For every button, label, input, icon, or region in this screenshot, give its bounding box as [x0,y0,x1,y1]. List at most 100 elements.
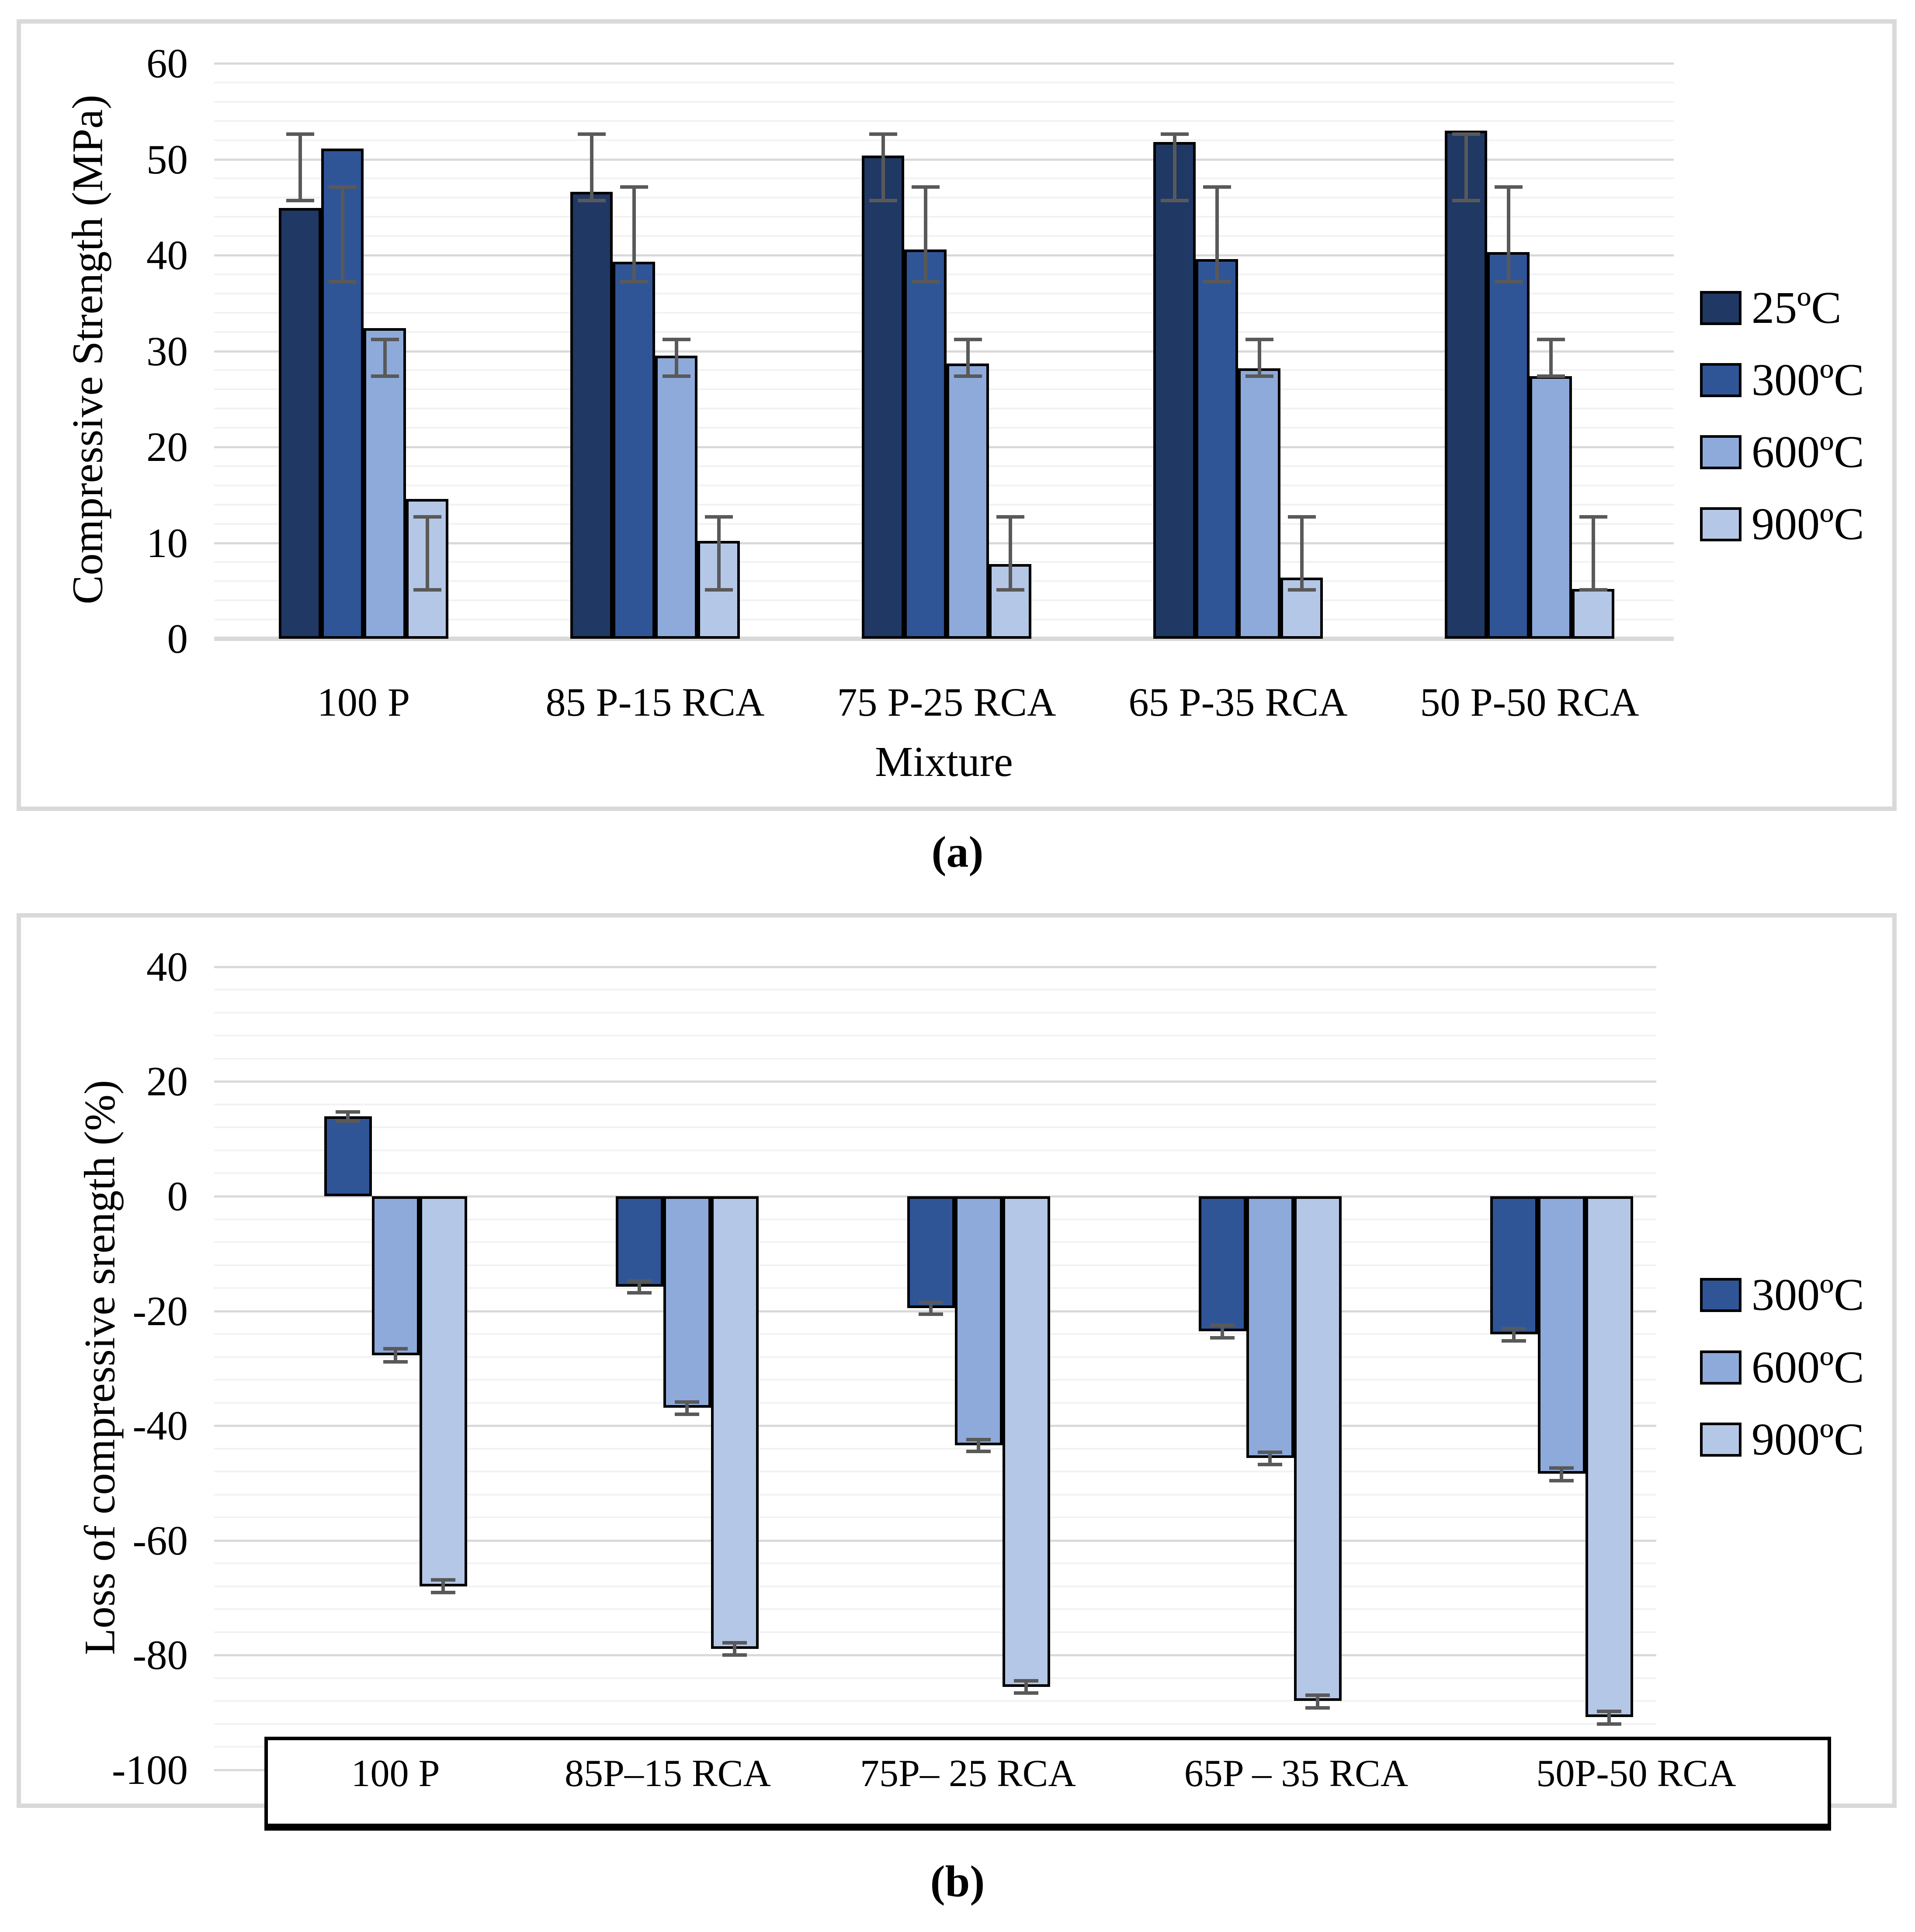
error-bar-line [1506,187,1510,282]
error-bar-cap-top [1597,1710,1621,1714]
error-bar-cap-bottom [662,374,690,378]
error-bar-line [1221,1325,1224,1338]
legend-label: 600ºC [1752,1342,1864,1392]
error-bar-cap-bottom [1245,374,1273,378]
error-bar-cap-bottom [1579,588,1607,592]
error-bar-line [632,187,636,282]
error-bar-line [1173,134,1176,201]
error-bar-line [881,134,885,201]
bar-600C [1537,1196,1585,1474]
error-bar-cap-bottom [954,374,982,378]
legend-swatch-600C [1700,1350,1742,1385]
x-category-label: 100 P [317,680,410,724]
error-bar-line [1591,517,1595,590]
legend-label: 900ºC [1752,1414,1864,1465]
error-bar-cap-top [328,185,357,189]
minor-gridline [214,1126,1656,1129]
error-bar-cap-bottom [1287,588,1316,592]
caption-b: (b) [930,1857,985,1906]
minor-gridline [214,1011,1656,1014]
minor-gridline [214,1562,1656,1565]
minor-gridline [214,1677,1656,1679]
error-bar-line [1607,1711,1611,1724]
minor-gridline [214,81,1674,83]
bar-300C [1196,259,1238,639]
error-bar-line [1024,1681,1028,1693]
error-bar-cap-bottom [722,1653,747,1657]
error-bar-cap-bottom [383,1360,408,1364]
error-bar-line [1008,517,1012,590]
bar-25C [279,208,321,639]
error-bar-cap-bottom [704,588,733,592]
legend-label: 900ºC [1752,499,1864,549]
bar-25C [1445,130,1487,639]
legend-label: 300ºC [1752,1270,1864,1320]
error-bar-line [717,517,721,590]
error-bar-line [1512,1329,1516,1341]
error-bar-cap-bottom [1537,374,1565,378]
bar-600C [954,1196,1003,1445]
error-bar-cap-bottom [371,374,399,378]
bar-25C [862,155,904,639]
minor-gridline [214,100,1674,103]
bar-600C [364,328,406,639]
error-bar-line [1215,187,1219,282]
y-tick-label: -80 [132,1632,188,1679]
bar-900C [419,1196,467,1586]
error-bar-cap-top [620,185,648,189]
error-bar-line [1257,339,1261,376]
error-bar-cap-top [1258,1450,1282,1454]
minor-gridline [214,1402,1656,1404]
error-bar-cap-top [371,338,399,342]
error-bar-line [1464,134,1468,201]
error-bar-cap-bottom [328,280,357,284]
error-bar-line [638,1281,641,1293]
error-bar-cap-top [336,1110,360,1114]
minor-gridline [214,120,1674,122]
legend-swatch-900C [1700,507,1742,541]
error-bar-line [1268,1452,1272,1465]
error-bar-cap-bottom [431,1591,455,1595]
caption-a: (a) [931,828,984,877]
error-bar-cap-top [1549,1466,1574,1470]
error-bar-cap-top [1502,1327,1526,1331]
minor-gridline [214,1517,1656,1519]
error-bar-cap-bottom [413,588,441,592]
error-bar-cap-bottom [911,280,940,284]
major-gridline [214,1080,1656,1083]
bar-600C [371,1196,420,1355]
minor-gridline [214,235,1674,237]
error-bar-cap-top [675,1400,699,1404]
error-bar-line [923,187,927,282]
bar-300C [907,1196,955,1309]
x-category-label: 65 P-35 RCA [1128,680,1348,724]
error-bar-cap-bottom [1203,280,1231,284]
error-bar-cap-top [966,1437,991,1441]
legend-swatch-600C [1700,435,1742,469]
minor-gridline [214,989,1656,991]
error-bar-line [1300,517,1304,590]
legend-label: 300ºC [1752,355,1864,405]
legend-swatch-300C [1700,1278,1742,1312]
minor-gridline [214,1447,1656,1450]
error-bar-cap-top [996,515,1024,519]
minor-gridline [214,1057,1656,1059]
bar-300C [1198,1196,1246,1331]
error-bar-cap-top [722,1641,747,1645]
bar-300C [613,262,655,639]
major-gridline [214,62,1674,65]
minor-gridline [214,1585,1656,1587]
error-bar-line [394,1349,397,1362]
error-bar-line [441,1580,445,1593]
error-bar-line [1316,1695,1319,1708]
x-category-label: 75 P-25 RCA [837,680,1056,724]
error-bar-cap-top [1579,515,1607,519]
error-bar-line [685,1402,689,1414]
bar-900C [711,1196,759,1649]
error-bar-cap-bottom [1597,1722,1621,1726]
bar-300C [615,1196,663,1287]
error-bar-cap-bottom [966,1450,991,1454]
bar-600C [1530,376,1572,639]
y-tick-label: 20 [146,1058,188,1105]
minor-gridline [214,1172,1656,1174]
